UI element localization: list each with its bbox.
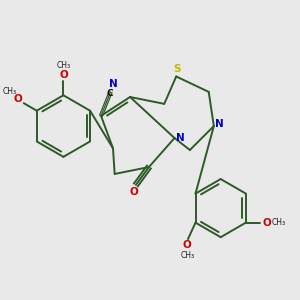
Text: N: N xyxy=(176,133,185,143)
Text: O: O xyxy=(183,240,192,250)
Text: S: S xyxy=(173,64,181,74)
Text: N: N xyxy=(109,80,118,89)
Text: N: N xyxy=(215,119,224,129)
Text: CH₃: CH₃ xyxy=(272,218,286,227)
Text: O: O xyxy=(130,188,139,197)
Text: CH₃: CH₃ xyxy=(180,251,194,260)
Text: O: O xyxy=(263,218,272,228)
Text: O: O xyxy=(59,70,68,80)
Text: C: C xyxy=(106,89,113,98)
Text: O: O xyxy=(13,94,22,104)
Text: CH₃: CH₃ xyxy=(2,87,16,96)
Text: CH₃: CH₃ xyxy=(56,61,70,70)
